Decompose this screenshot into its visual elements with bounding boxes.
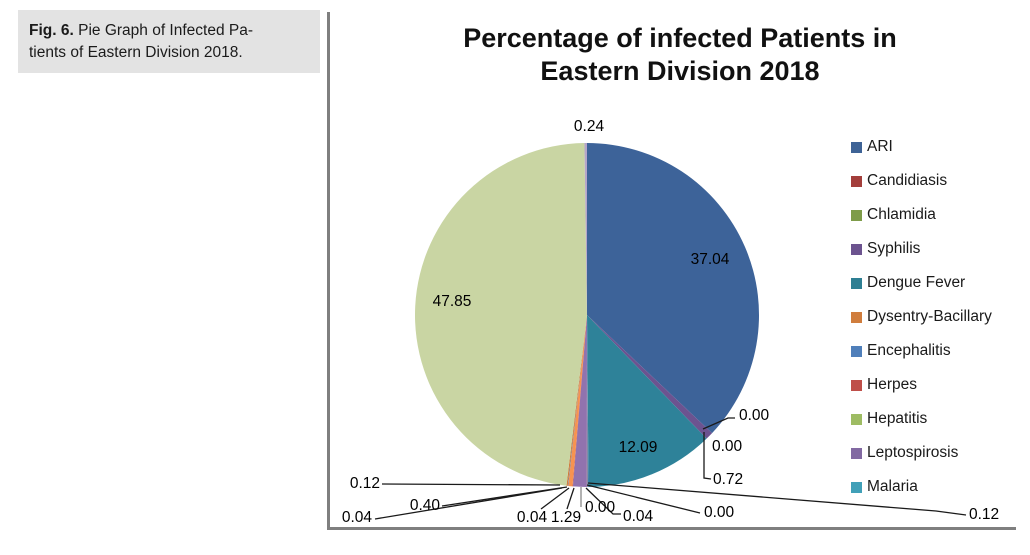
figure-caption: Fig. 6. Pie Graph of Infected Pa- tients… xyxy=(18,10,320,73)
legend-swatch xyxy=(851,413,862,425)
legend-item: Chlamidia xyxy=(851,206,992,223)
pie-slice-13 xyxy=(566,315,587,486)
data-label: 12.09 xyxy=(619,439,658,456)
legend-swatch xyxy=(851,243,862,255)
pie-slice-11 xyxy=(568,315,587,487)
data-label: 0.00 xyxy=(585,499,616,516)
legend-label: Candidiasis xyxy=(867,172,948,189)
data-label: 47.85 xyxy=(433,293,472,310)
figure-caption-label: Fig. 6. xyxy=(29,22,74,39)
figure-caption-line1: Pie Graph of Infected Pa- xyxy=(78,22,254,39)
figure-caption-line2: tients of Eastern Division 2018. xyxy=(29,43,243,61)
legend-label: Malaria xyxy=(867,478,918,495)
legend-swatch xyxy=(851,345,862,357)
legend-item: Encephalitis xyxy=(851,342,992,359)
leader-line xyxy=(381,483,561,486)
legend-swatch xyxy=(851,175,862,187)
legend-label: Herpes xyxy=(867,376,917,393)
legend-label: Encephalitis xyxy=(867,342,951,359)
legend-item: Malaria xyxy=(851,478,992,495)
leader-line xyxy=(540,487,570,510)
data-label: 0.24 xyxy=(574,118,605,135)
legend-item: Candidiasis xyxy=(851,172,992,189)
leader-line xyxy=(374,487,563,520)
chart-title-line2: Eastern Division 2018 xyxy=(540,56,820,86)
data-label: 0.00 xyxy=(739,407,770,424)
figure-border-left xyxy=(327,12,330,530)
legend-label: Dysentry-Bacillary xyxy=(867,308,992,325)
legend-label: Leptospirosis xyxy=(867,444,959,461)
chart-title: Percentage of infected Patients in Easte… xyxy=(340,22,1020,88)
pie-slice-4 xyxy=(587,315,707,487)
legend-swatch xyxy=(851,447,862,459)
data-label: 1.29 xyxy=(551,509,581,526)
legend-label: Syphilis xyxy=(867,240,921,257)
legend-item: Syphilis xyxy=(851,240,992,257)
data-label: 0.40 xyxy=(410,497,441,514)
pie-slice-3 xyxy=(587,315,713,439)
legend-item: Leptospirosis xyxy=(851,444,992,461)
pie-slice-10 xyxy=(572,315,587,487)
data-label: 0.72 xyxy=(713,471,743,488)
data-label: 0.04 xyxy=(342,509,373,526)
data-label: 37.04 xyxy=(691,251,730,268)
legend-swatch xyxy=(851,277,862,289)
leader-line xyxy=(566,487,575,510)
figure-border-bottom xyxy=(327,527,1016,530)
pie-slice-15 xyxy=(584,143,587,315)
leader-line xyxy=(587,482,967,516)
legend-label: Hepatitis xyxy=(867,410,928,427)
data-label: 0.04 xyxy=(623,508,654,525)
legend-label: Dengue Fever xyxy=(867,274,966,291)
data-label: 0.04 xyxy=(517,509,548,526)
legend-swatch xyxy=(851,481,862,493)
pie-slice-9 xyxy=(572,315,587,487)
legend: ARI Candidiasis Chlamidia Syphilis Dengue Fe… xyxy=(851,138,992,515)
chart-title-line1: Percentage of infected Patients in xyxy=(463,23,897,53)
legend-label: ARI xyxy=(867,138,893,155)
leader-line xyxy=(702,417,735,430)
data-label: 0.12 xyxy=(350,475,380,492)
legend-label: Chlamidia xyxy=(867,206,936,223)
leader-line xyxy=(585,487,621,515)
leader-line xyxy=(703,446,712,480)
data-label: 0.00 xyxy=(712,438,743,455)
legend-swatch xyxy=(851,379,862,391)
pie-slice-5 xyxy=(587,315,589,487)
legend-swatch xyxy=(851,209,862,221)
legend-item: ARI xyxy=(851,138,992,155)
legend-swatch xyxy=(851,141,862,153)
pie-slice-0 xyxy=(587,143,760,434)
data-label: 0.12 xyxy=(969,506,999,523)
pie-slice-14 xyxy=(414,143,587,486)
legend-swatch xyxy=(851,311,862,323)
legend-item: Hepatitis xyxy=(851,410,992,427)
legend-item: Dysentry-Bacillary xyxy=(851,308,992,325)
legend-item: Dengue Fever xyxy=(851,274,992,291)
pie-slice-12 xyxy=(567,315,587,486)
legend-item: Herpes xyxy=(851,376,992,393)
leader-line xyxy=(586,484,701,514)
data-label: 0.00 xyxy=(704,504,735,521)
